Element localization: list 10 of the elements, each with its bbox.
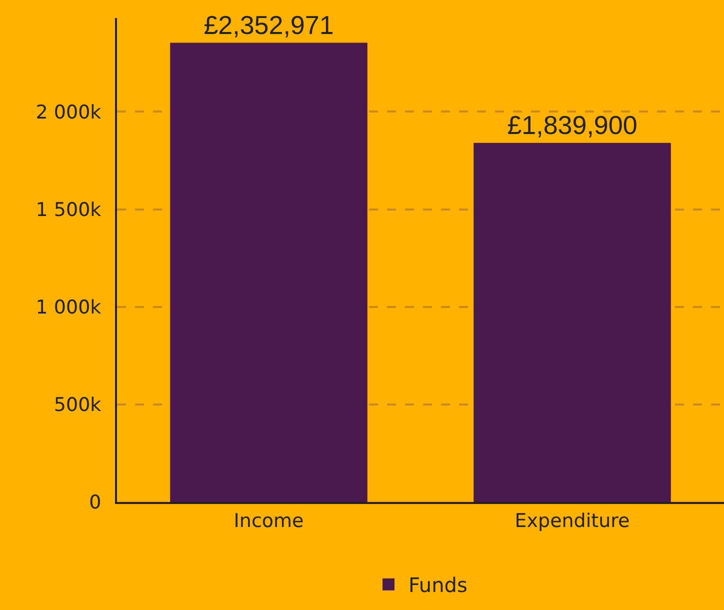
- y-tick-label: 1 500k: [36, 198, 102, 221]
- x-tick-label: Expenditure: [514, 510, 630, 532]
- y-tick-label: 1 000k: [36, 296, 102, 318]
- data-label: £2,352,971: [204, 10, 334, 40]
- x-tick-label: Income: [234, 510, 304, 532]
- data-label: £1,839,900: [507, 110, 638, 140]
- y-tick-label: 2 000k: [36, 101, 102, 124]
- y-tick-label: 0: [89, 492, 102, 514]
- y-tick-label: 500k: [54, 394, 102, 416]
- legend-label: Funds: [408, 573, 468, 598]
